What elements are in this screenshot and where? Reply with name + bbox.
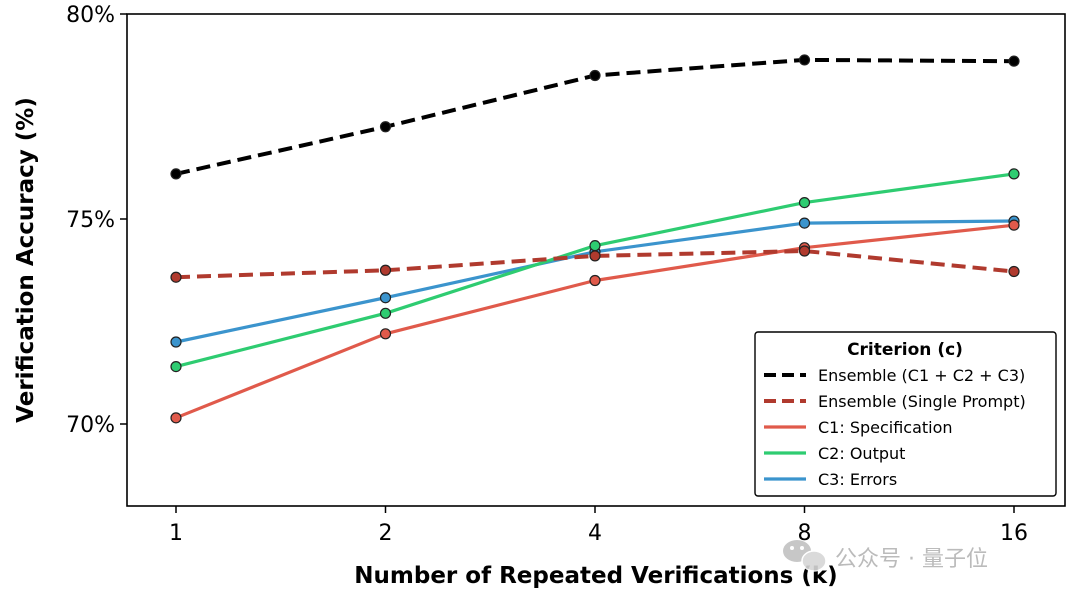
data-point <box>1008 55 1020 67</box>
data-point <box>1008 219 1020 231</box>
legend-label: C2: Output <box>818 444 905 463</box>
legend-label: Ensemble (Single Prompt) <box>818 392 1026 411</box>
data-point <box>798 197 811 209</box>
series-ensemble-c1-c2-c3 <box>170 54 1020 180</box>
plot-frame <box>126 13 1066 507</box>
data-point <box>1008 168 1020 180</box>
data-point <box>379 328 392 340</box>
y-axis: 70% 75% 80% <box>66 3 127 438</box>
series-layer <box>170 54 1020 424</box>
data-point <box>589 240 601 252</box>
x-tick-label: 2 <box>379 521 393 546</box>
y-tick-label: 80% <box>66 3 115 28</box>
x-tick-label: 16 <box>1000 521 1028 546</box>
wechat-icon <box>783 540 827 572</box>
legend-items: Ensemble (C1 + C2 + C3) Ensemble (Single … <box>764 366 1026 489</box>
legend-title: Criterion (c) <box>847 340 963 360</box>
data-point <box>379 264 392 276</box>
data-point <box>170 336 182 348</box>
x-axis-title: Number of Repeated Verifications (k) <box>354 563 837 589</box>
data-point <box>170 168 182 180</box>
data-point <box>798 245 811 257</box>
data-point <box>379 121 392 133</box>
watermark: 公众号 · 量子位 <box>783 540 988 572</box>
data-point <box>379 292 392 304</box>
data-point <box>798 54 811 66</box>
legend-label: C3: Errors <box>818 470 897 489</box>
y-tick-label: 75% <box>66 208 115 233</box>
data-point <box>170 271 182 283</box>
data-point <box>170 361 182 373</box>
legend-box <box>754 331 1057 497</box>
x-tick-label: 4 <box>588 521 602 546</box>
watermark-text: 公众号 · 量子位 <box>835 547 988 572</box>
y-axis-title: Verification Accuracy (%) <box>13 97 39 423</box>
data-point <box>170 412 182 424</box>
data-point <box>589 274 601 287</box>
x-tick-label: 8 <box>798 521 812 546</box>
data-point <box>589 250 601 262</box>
legend-label: C1: Specification <box>818 418 953 437</box>
series-c2-output <box>170 168 1020 373</box>
data-point <box>589 69 601 82</box>
x-axis: 1 2 4 8 16 <box>169 506 1028 546</box>
legend-label: Ensemble (C1 + C2 + C3) <box>818 366 1025 385</box>
data-point <box>798 217 811 229</box>
series-line <box>175 249 1015 280</box>
y-tick-label: 70% <box>66 413 115 438</box>
series-ensemble-single-prompt <box>170 245 1020 283</box>
data-point <box>1008 265 1020 278</box>
x-tick-label: 1 <box>169 521 183 546</box>
legend: Criterion (c) Ensemble (C1 + C2 + C3)Ens… <box>754 331 1057 497</box>
data-point <box>379 307 392 319</box>
